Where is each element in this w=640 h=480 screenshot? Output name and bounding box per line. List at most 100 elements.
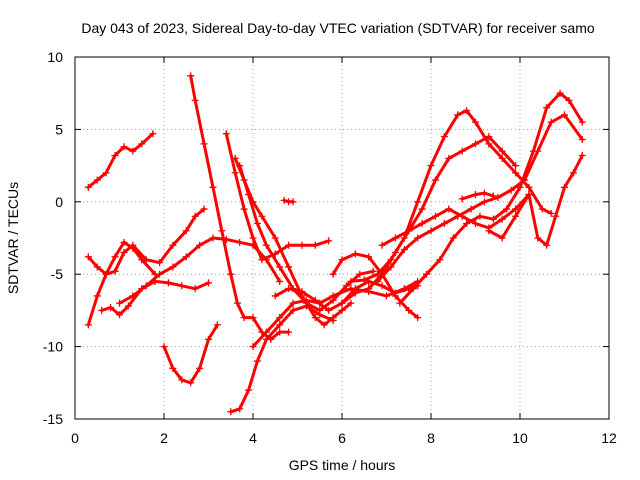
series-line [86, 240, 157, 327]
data-point [498, 215, 506, 223]
data-point [414, 234, 422, 242]
y-tick-label: -5 [51, 266, 64, 282]
data-point [102, 270, 110, 278]
data-point [400, 234, 408, 242]
data-point [276, 277, 284, 285]
data-point [298, 288, 306, 296]
data-point [245, 386, 253, 394]
data-point [98, 306, 106, 314]
series-arc-11 [160, 321, 221, 387]
data-point [427, 162, 435, 170]
x-tick-label: 10 [512, 430, 528, 446]
x-tick-label: 12 [601, 430, 617, 446]
data-point [240, 205, 248, 213]
series-arc-06 [187, 72, 293, 343]
series-arc-18 [347, 107, 555, 285]
x-tick-label: 8 [427, 430, 435, 446]
data-point [164, 279, 172, 287]
data-point [156, 270, 164, 278]
series-arc-03 [84, 238, 159, 329]
data-point [249, 314, 257, 322]
data-point [480, 189, 488, 197]
data-point [107, 304, 115, 312]
data-point [449, 234, 457, 242]
data-point [169, 241, 177, 249]
data-point [423, 270, 431, 278]
data-point [534, 234, 542, 242]
series-line [376, 113, 584, 283]
data-point [338, 306, 346, 314]
data-point [494, 193, 502, 201]
series-arc-02 [84, 205, 208, 278]
data-point [378, 282, 386, 290]
data-point [182, 227, 190, 235]
series-arc-01 [84, 130, 157, 191]
series-line [487, 154, 584, 247]
data-point [236, 238, 244, 246]
data-point [569, 169, 577, 177]
data-point [205, 335, 212, 343]
data-point [187, 72, 195, 80]
data-point [138, 256, 146, 264]
data-point [543, 241, 551, 249]
data-point [124, 302, 132, 310]
data-point [276, 314, 284, 322]
data-point [351, 289, 359, 297]
data-point [289, 299, 297, 307]
x-tick-label: 6 [338, 430, 346, 446]
data-point [316, 306, 324, 314]
data-point [236, 162, 244, 170]
data-point [160, 343, 168, 351]
data-point [538, 205, 546, 213]
data-point [485, 227, 493, 235]
data-point [302, 296, 310, 304]
data-point [311, 241, 319, 249]
y-tick-label: -15 [43, 411, 63, 427]
data-point [329, 270, 337, 278]
data-point [120, 238, 128, 246]
data-point [178, 376, 186, 384]
series-arc-14 [329, 250, 422, 322]
data-point [431, 176, 439, 184]
data-point [258, 212, 266, 220]
data-point [311, 296, 319, 304]
data-point [578, 151, 586, 159]
data-point [213, 321, 221, 329]
data-point [84, 253, 92, 261]
data-point [409, 285, 417, 293]
data-point [498, 234, 506, 242]
data-point [93, 263, 101, 271]
data-point [262, 328, 270, 336]
data-point [285, 285, 293, 293]
data-point [253, 220, 261, 228]
data-point [191, 212, 199, 220]
data-point [285, 328, 293, 336]
data-point [182, 253, 190, 261]
data-series [84, 72, 586, 416]
data-point [472, 191, 479, 199]
data-point [245, 191, 253, 199]
data-point [512, 162, 520, 170]
chart-title: Day 043 of 2023, Sidereal Day-to-day VTE… [81, 20, 594, 36]
series-line [229, 304, 335, 414]
data-point [485, 133, 493, 141]
data-point [378, 241, 386, 249]
data-point [485, 140, 493, 148]
series-line [100, 279, 210, 317]
y-tick-label: 0 [55, 194, 63, 210]
series-line [189, 74, 291, 341]
data-point [512, 212, 520, 220]
y-tick-label: 10 [47, 49, 63, 65]
series-arc-05 [116, 234, 284, 307]
data-point [325, 237, 333, 245]
data-point [391, 234, 399, 242]
data-point [445, 205, 453, 213]
y-tick-label: -10 [43, 339, 63, 355]
data-point [547, 209, 555, 217]
data-point [338, 299, 346, 307]
series-line [251, 279, 420, 349]
data-point [129, 244, 137, 252]
data-point [565, 96, 573, 104]
data-point [289, 198, 297, 206]
